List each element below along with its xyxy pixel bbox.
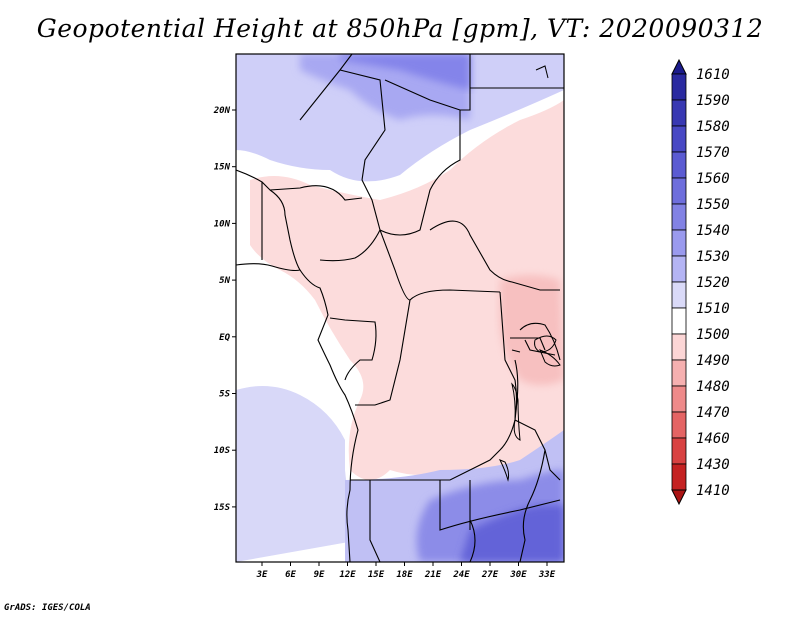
colorbar-label: 1540 bbox=[696, 223, 730, 239]
country-borders bbox=[236, 54, 564, 562]
x-tick-label: 15E bbox=[368, 570, 385, 580]
colorbar-swatch bbox=[671, 151, 687, 179]
colorbar-label: 1530 bbox=[696, 249, 730, 265]
map-title: Geopotential Height at 850hPa [gpm], VT:… bbox=[36, 14, 764, 43]
lakes bbox=[498, 335, 561, 482]
y-tick-label: 15N bbox=[214, 163, 231, 173]
x-tick-label: 33E bbox=[538, 570, 556, 580]
colorbar-label: 1480 bbox=[696, 379, 730, 395]
colorbar-label: 1560 bbox=[696, 171, 730, 187]
colorbar-swatch bbox=[671, 463, 687, 491]
map-panel bbox=[236, 54, 564, 562]
x-tick-label: 12E bbox=[339, 570, 356, 580]
colorbar-swatch bbox=[671, 307, 687, 335]
colorbar-label: 1500 bbox=[696, 327, 730, 343]
colorbar-label: 1470 bbox=[696, 405, 730, 421]
x-tick-label: 6E bbox=[285, 570, 296, 580]
colorbar-top-arrow bbox=[671, 58, 687, 75]
colorbar-swatch bbox=[671, 281, 687, 309]
x-tick-label: 30E bbox=[509, 570, 527, 580]
cool-region-libya bbox=[340, 54, 470, 90]
colorbar-swatch bbox=[671, 229, 687, 257]
colorbar-label: 1510 bbox=[696, 301, 730, 317]
colorbar-label: 1410 bbox=[696, 483, 730, 499]
y-axis: 20N 15N 10N 5N EQ 5S 10S 15S bbox=[213, 106, 236, 513]
grads-credit: GrADS: IGES/COLA bbox=[4, 603, 91, 613]
x-axis: 3E 6E 9E 12E 15E 18E 21E 24E 27E 30E 33E bbox=[256, 562, 556, 580]
cool-region-deep bbox=[460, 505, 564, 562]
colorbar-swatch bbox=[671, 73, 687, 101]
y-tick-label: 20N bbox=[213, 106, 231, 116]
colorbar-swatch bbox=[671, 177, 687, 205]
colorbar-label: 1610 bbox=[696, 67, 730, 83]
x-tick-label: 21E bbox=[424, 570, 442, 580]
warm-region-lakes bbox=[500, 275, 564, 385]
warm-region-central bbox=[250, 100, 564, 480]
colorbar-swatch bbox=[671, 385, 687, 413]
colorbar-swatch bbox=[671, 411, 687, 439]
y-tick-label: 10N bbox=[214, 219, 231, 229]
y-tick-label: 5N bbox=[219, 276, 230, 286]
colorbar-label: 1430 bbox=[696, 457, 730, 473]
colorbar-label: 1460 bbox=[696, 431, 730, 447]
y-tick-label: 10S bbox=[214, 446, 231, 456]
map-frame bbox=[235, 53, 565, 563]
x-tick-label: 3E bbox=[256, 570, 268, 580]
colorbar-swatch bbox=[671, 437, 687, 465]
x-tick-label: 27E bbox=[481, 570, 499, 580]
colorbar-swatch bbox=[671, 255, 687, 283]
colorbar-swatch bbox=[671, 203, 687, 231]
y-tick-label: EQ bbox=[219, 333, 230, 343]
colorbar-label: 1520 bbox=[696, 275, 730, 291]
colorbar-bottom-arrow bbox=[671, 489, 687, 506]
colorbar-label: 1550 bbox=[696, 197, 730, 213]
x-tick-label: 18E bbox=[396, 570, 413, 580]
colorbar-label: 1490 bbox=[696, 353, 730, 369]
cool-region-atlantic bbox=[236, 386, 360, 562]
colorbar: 1610 1590 1580 1570 1560 1550 1540 1530 1520 1510… bbox=[671, 58, 730, 506]
colorbar-swatch bbox=[671, 99, 687, 127]
colorbar-swatch bbox=[671, 359, 687, 387]
colorbar-label: 1590 bbox=[696, 93, 730, 109]
y-tick-label: 15S bbox=[214, 503, 231, 513]
colorbar-swatch bbox=[671, 333, 687, 361]
colorbar-label: 1580 bbox=[696, 119, 730, 135]
x-tick-label: 24E bbox=[452, 570, 470, 580]
colorbar-swatch bbox=[671, 125, 687, 153]
y-tick-label: 5S bbox=[219, 390, 230, 400]
x-tick-label: 9E bbox=[314, 570, 325, 580]
colorbar-label: 1570 bbox=[696, 145, 730, 161]
